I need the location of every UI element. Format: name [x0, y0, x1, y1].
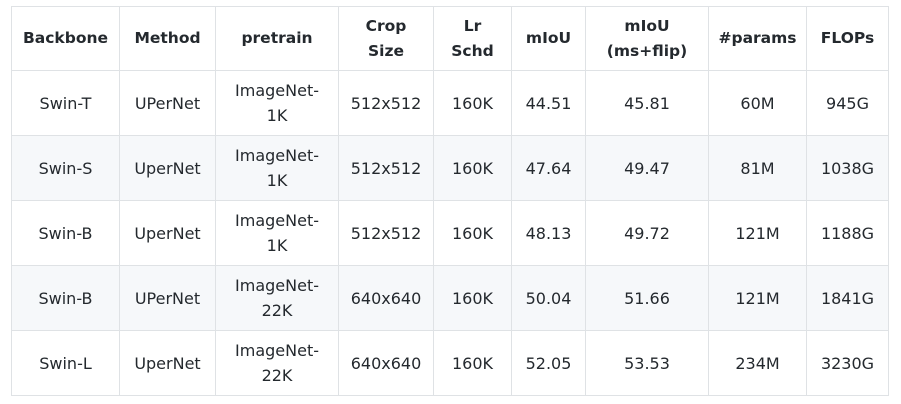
- header-lr-schd: Lr Schd: [433, 6, 512, 71]
- cell-miou: 52.05: [511, 330, 586, 396]
- cell-flops: 945G: [806, 70, 889, 136]
- cell-flops: 3230G: [806, 330, 889, 396]
- header-params-label: #params: [718, 29, 797, 47]
- header-crop-size: Crop Size: [338, 6, 434, 71]
- cell-miou-ms-flip: 51.66: [585, 265, 709, 331]
- cell-backbone: Swin-B: [11, 200, 120, 266]
- cell-method: UperNet: [119, 200, 216, 266]
- cell-pretrain: ImageNet- 22K: [215, 265, 339, 331]
- cell-miou: 44.51: [511, 70, 586, 136]
- header-lr-schd-line1: Lr: [463, 16, 482, 35]
- cell-flops: 1841G: [806, 265, 889, 331]
- table-row: Swin-S UperNet ImageNet- 1K 512x512 160K …: [11, 135, 889, 201]
- cell-crop-size: 640x640: [338, 330, 434, 396]
- cell-pretrain-line2: 1K: [266, 171, 288, 190]
- header-miou-ms-flip-line1: mIoU: [624, 16, 670, 35]
- cell-miou: 47.64: [511, 135, 586, 201]
- cell-params: 81M: [708, 135, 807, 201]
- header-pretrain: pretrain: [215, 6, 339, 71]
- header-row: Backbone Method pretrain Crop Size Lr Schd…: [11, 6, 889, 71]
- cell-miou-ms-flip: 49.72: [585, 200, 709, 266]
- header-params: #params: [708, 6, 807, 71]
- cell-pretrain: ImageNet- 1K: [215, 70, 339, 136]
- cell-miou-ms-flip: 49.47: [585, 135, 709, 201]
- table-row: Swin-B UPerNet ImageNet- 22K 640x640 160K…: [11, 265, 889, 331]
- header-miou-ms-flip: mIoU (ms+flip): [585, 6, 709, 71]
- cell-pretrain-line2: 1K: [266, 106, 288, 125]
- table-row: Swin-T UPerNet ImageNet- 1K 512x512 160K …: [11, 70, 889, 136]
- cell-lr-schd: 160K: [433, 265, 512, 331]
- header-miou-label: mIoU: [525, 29, 572, 47]
- cell-params: 234M: [708, 330, 807, 396]
- header-method-label: Method: [134, 29, 201, 47]
- table-header: Backbone Method pretrain Crop Size Lr Schd…: [11, 6, 889, 71]
- cell-pretrain-line1: ImageNet-: [235, 276, 319, 295]
- cell-miou: 48.13: [511, 200, 586, 266]
- header-backbone-label: Backbone: [22, 29, 109, 47]
- cell-crop-size: 512x512: [338, 200, 434, 266]
- cell-pretrain: ImageNet- 1K: [215, 200, 339, 266]
- cell-lr-schd: 160K: [433, 70, 512, 136]
- cell-pretrain-line2: 22K: [261, 301, 293, 320]
- cell-pretrain-line1: ImageNet-: [235, 211, 319, 230]
- results-table-container: Backbone Method pretrain Crop Size Lr Schd…: [11, 6, 889, 396]
- cell-miou-ms-flip: 53.53: [585, 330, 709, 396]
- cell-pretrain-line1: ImageNet-: [235, 341, 319, 360]
- header-miou-ms-flip-line2: (ms+flip): [606, 41, 688, 60]
- cell-pretrain: ImageNet- 22K: [215, 330, 339, 396]
- header-miou: mIoU: [511, 6, 586, 71]
- cell-crop-size: 512x512: [338, 135, 434, 201]
- cell-crop-size: 512x512: [338, 70, 434, 136]
- cell-flops: 1038G: [806, 135, 889, 201]
- cell-method: UperNet: [119, 330, 216, 396]
- cell-backbone: Swin-L: [11, 330, 120, 396]
- cell-lr-schd: 160K: [433, 200, 512, 266]
- cell-params: 121M: [708, 265, 807, 331]
- cell-backbone: Swin-S: [11, 135, 120, 201]
- table-body: Swin-T UPerNet ImageNet- 1K 512x512 160K …: [11, 70, 889, 396]
- table-row: Swin-B UperNet ImageNet- 1K 512x512 160K …: [11, 200, 889, 266]
- header-flops: FLOPs: [806, 6, 889, 71]
- cell-miou-ms-flip: 45.81: [585, 70, 709, 136]
- header-pretrain-label: pretrain: [241, 29, 313, 47]
- header-flops-label: FLOPs: [820, 29, 875, 47]
- cell-backbone: Swin-T: [11, 70, 120, 136]
- cell-pretrain: ImageNet- 1K: [215, 135, 339, 201]
- cell-method: UPerNet: [119, 70, 216, 136]
- cell-method: UPerNet: [119, 265, 216, 331]
- cell-params: 121M: [708, 200, 807, 266]
- cell-pretrain-line1: ImageNet-: [235, 81, 319, 100]
- cell-lr-schd: 160K: [433, 330, 512, 396]
- cell-method: UperNet: [119, 135, 216, 201]
- cell-crop-size: 640x640: [338, 265, 434, 331]
- cell-lr-schd: 160K: [433, 135, 512, 201]
- header-backbone: Backbone: [11, 6, 120, 71]
- header-lr-schd-line2: Schd: [451, 41, 494, 60]
- cell-miou: 50.04: [511, 265, 586, 331]
- cell-pretrain-line1: ImageNet-: [235, 146, 319, 165]
- header-crop-size-line2: Size: [367, 41, 404, 60]
- cell-pretrain-line2: 1K: [266, 236, 288, 255]
- cell-backbone: Swin-B: [11, 265, 120, 331]
- cell-pretrain-line2: 22K: [261, 366, 293, 385]
- cell-params: 60M: [708, 70, 807, 136]
- results-table: Backbone Method pretrain Crop Size Lr Schd…: [11, 6, 889, 396]
- header-method: Method: [119, 6, 216, 71]
- table-row: Swin-L UperNet ImageNet- 22K 640x640 160K…: [11, 330, 889, 396]
- header-crop-size-line1: Crop: [365, 16, 407, 35]
- cell-flops: 1188G: [806, 200, 889, 266]
